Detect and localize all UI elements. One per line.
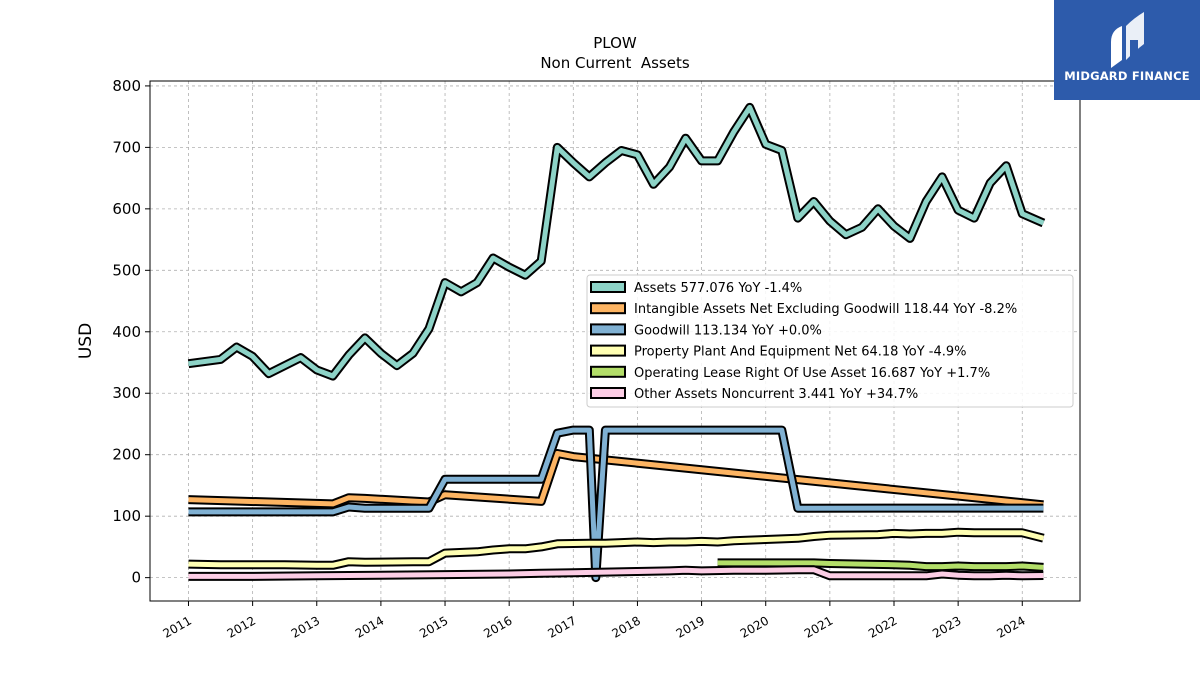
series-line (717, 560, 1044, 570)
y-tick-label: 600 (112, 200, 141, 218)
y-tick-label: 100 (112, 507, 141, 525)
x-tick-label: 2015 (417, 613, 450, 640)
y-tick-label: 400 (112, 323, 141, 341)
x-tick-label: 2011 (161, 613, 194, 640)
y-tick-label: 700 (112, 138, 141, 156)
x-axis: 2011 2012 2013 2014 2015 2016 2017 2018 2019 2020… (161, 601, 1028, 641)
y-tick-label: 200 (112, 446, 141, 464)
y-axis-label: USD (76, 323, 96, 359)
legend: Assets 577.076 YoY -1.4% Intangible Asset… (586, 274, 1074, 408)
x-tick-label: 2017 (545, 613, 578, 640)
legend-entry: Operating Lease Right Of Use Asset 16.68… (634, 366, 990, 381)
y-tick-label: 800 (112, 77, 141, 95)
legend-swatch (590, 387, 626, 399)
legend-swatch (590, 365, 626, 378)
legend-box (586, 274, 1074, 408)
legend-entry: Assets 577.076 YoY -1.4% (634, 281, 802, 296)
x-tick-label: 2023 (930, 613, 963, 640)
chart-title: PLOW (593, 34, 637, 52)
series-line (188, 427, 1044, 581)
x-tick-label: 2012 (225, 613, 258, 640)
brand-name: MIDGARD FINANCE (1064, 69, 1190, 83)
x-tick-label: 2021 (802, 613, 835, 640)
brand-logo: MIDGARD FINANCE (1054, 0, 1200, 100)
chart-subtitle: Non Current Assets (540, 54, 690, 72)
y-tick-label: 0 (131, 569, 141, 587)
x-tick-label: 2020 (738, 613, 771, 640)
legend-entry: Property Plant And Equipment Net 64.18 Y… (634, 345, 967, 360)
legend-entry: Other Assets Noncurrent 3.441 YoY +34.7% (634, 387, 918, 402)
x-tick-label: 2016 (481, 613, 514, 640)
legend-entry: Goodwill 113.134 YoY +0.0% (634, 323, 822, 338)
y-axis: 0 100 200 300 400 500 600 700 800 (112, 77, 150, 587)
legend-swatch (590, 302, 626, 315)
x-tick-label: 2013 (289, 613, 322, 640)
series-line (188, 529, 1045, 568)
series-line (188, 104, 1045, 379)
x-tick-label: 2019 (674, 613, 707, 640)
x-tick-label: 2018 (609, 613, 642, 640)
x-tick-label: 2014 (353, 613, 386, 640)
series-lines (187, 102, 1046, 583)
legend-swatch (590, 323, 626, 336)
x-tick-label: 2024 (994, 613, 1027, 640)
x-tick-label: 2022 (866, 613, 899, 640)
y-tick-label: 300 (112, 384, 141, 402)
brand-mark-icon (1111, 12, 1144, 70)
y-tick-label: 500 (112, 261, 141, 279)
legend-swatch (590, 344, 626, 357)
series-line (188, 567, 1044, 579)
legend-entry: Intangible Assets Net Excluding Goodwill… (634, 302, 1017, 317)
legend-swatch (590, 281, 626, 293)
plot-frame (149, 80, 1081, 602)
